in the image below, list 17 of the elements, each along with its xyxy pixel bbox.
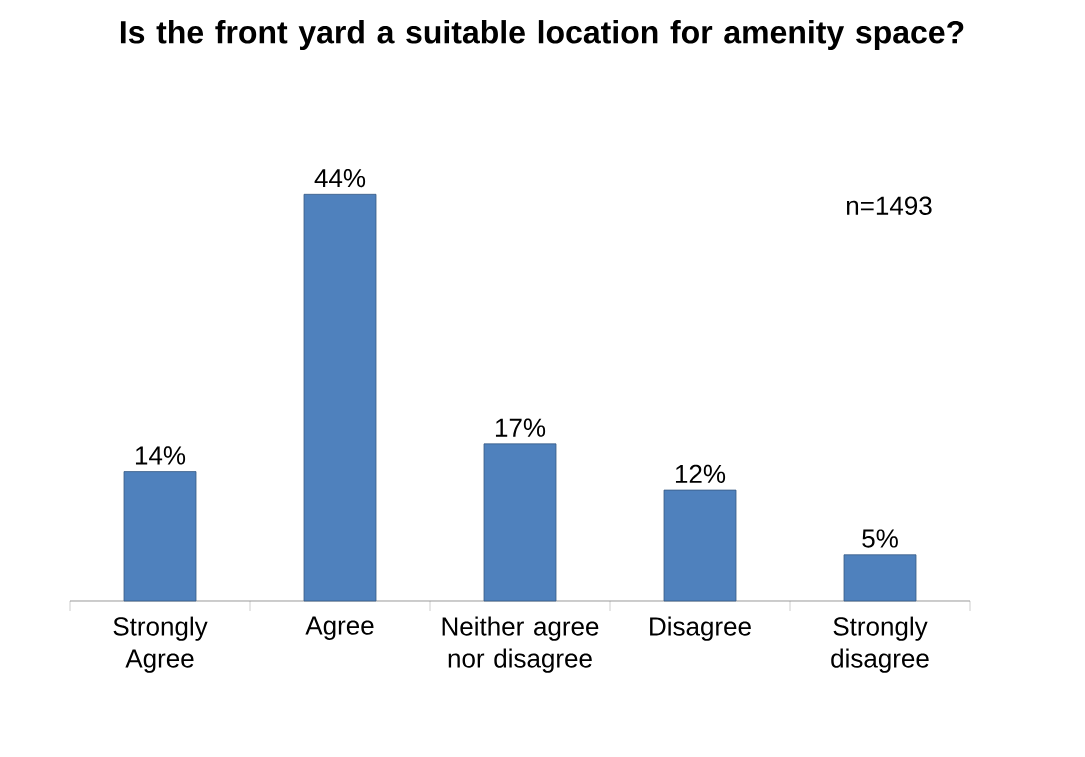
data-label: 44% bbox=[314, 169, 366, 188]
x-tick-label: Strongly Agree bbox=[113, 616, 208, 673]
bar bbox=[483, 443, 557, 602]
data-label: 14% bbox=[135, 446, 186, 465]
x-tick-label: Strongly disagree bbox=[831, 616, 929, 673]
annotation: n=1493 bbox=[846, 196, 932, 215]
chart-title: Is the front yard a suitable location for amenity space? bbox=[120, 20, 964, 50]
bar bbox=[843, 554, 917, 602]
bar bbox=[123, 471, 197, 602]
bar bbox=[303, 193, 377, 602]
x-tick-label: Agree bbox=[305, 616, 374, 640]
data-label: 17% bbox=[495, 418, 546, 437]
data-label: 5% bbox=[862, 529, 898, 548]
data-label: 12% bbox=[675, 464, 726, 484]
x-tick-label: Disagree bbox=[650, 616, 751, 641]
bar bbox=[663, 489, 737, 602]
x-tick-label: Neither agree nor disagree bbox=[442, 616, 599, 673]
